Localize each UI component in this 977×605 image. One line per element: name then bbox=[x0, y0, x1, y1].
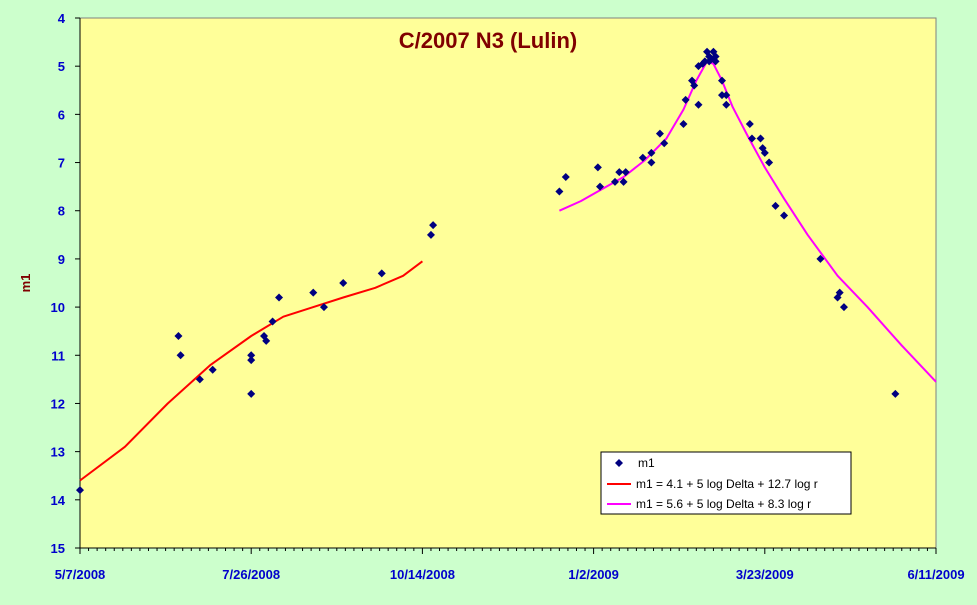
data-point bbox=[816, 254, 825, 263]
data-point bbox=[596, 182, 605, 191]
data-point bbox=[660, 139, 669, 148]
x-tick-label: 3/23/2009 bbox=[736, 567, 794, 582]
data-point bbox=[700, 57, 709, 66]
x-tick-label: 5/7/2008 bbox=[55, 567, 106, 582]
data-point bbox=[711, 57, 720, 66]
data-point bbox=[780, 211, 789, 220]
data-point bbox=[262, 336, 271, 345]
data-point bbox=[839, 303, 848, 312]
data-point bbox=[561, 173, 570, 181]
axis-ticks bbox=[75, 17, 937, 554]
data-point bbox=[760, 148, 769, 157]
legend-marker-m1 bbox=[615, 459, 623, 467]
data-point bbox=[745, 120, 754, 128]
y-tick-label: 15 bbox=[51, 541, 65, 556]
data-point bbox=[593, 163, 602, 172]
data-point bbox=[722, 91, 731, 100]
data-point bbox=[718, 91, 726, 100]
data-point bbox=[429, 221, 438, 230]
x-tick-label: 6/11/2009 bbox=[907, 567, 964, 582]
data-point bbox=[426, 230, 435, 239]
data-point bbox=[722, 100, 731, 109]
y-tick-label: 13 bbox=[51, 445, 65, 460]
data-point bbox=[268, 317, 277, 326]
data-point bbox=[638, 153, 647, 162]
fit-line-1 bbox=[79, 260, 424, 482]
y-tick-label: 5 bbox=[58, 59, 65, 74]
data-point bbox=[176, 351, 185, 360]
data-point bbox=[621, 168, 630, 177]
data-point bbox=[694, 62, 703, 71]
y-tick-label: 9 bbox=[58, 252, 65, 267]
data-point bbox=[647, 148, 656, 157]
legend-label-m1: m1 bbox=[638, 456, 655, 470]
y-tick-label: 8 bbox=[58, 204, 65, 219]
y-tick-label: 14 bbox=[51, 493, 66, 508]
y-axis-label: m1 bbox=[18, 274, 33, 293]
legend-label-fit-2: m1 = 5.6 + 5 log Delta + 8.3 log r bbox=[636, 497, 811, 511]
data-point bbox=[76, 486, 84, 495]
data-point bbox=[771, 201, 780, 210]
data-point bbox=[690, 81, 699, 90]
legend: m1 m1 = 4.1 + 5 log Delta + 12.7 log r m… bbox=[600, 451, 852, 515]
data-point bbox=[339, 279, 348, 287]
data-point bbox=[718, 76, 726, 85]
chart-title: C/2007 N3 (Lulin) bbox=[399, 28, 577, 53]
data-point bbox=[747, 134, 756, 143]
data-point bbox=[309, 288, 318, 297]
data-point bbox=[891, 389, 900, 398]
data-point bbox=[555, 187, 564, 196]
data-point bbox=[275, 293, 284, 302]
data-point bbox=[611, 177, 619, 186]
data-point bbox=[195, 375, 204, 384]
x-tick-labels: 5/7/2008 7/26/2008 10/14/2008 1/2/2009 3/23/… bbox=[55, 567, 965, 582]
data-point bbox=[319, 303, 328, 312]
data-point bbox=[756, 134, 765, 143]
data-point bbox=[208, 365, 217, 374]
data-point bbox=[377, 269, 386, 278]
y-tick-label: 6 bbox=[58, 107, 65, 122]
x-tick-label: 1/2/2009 bbox=[568, 567, 619, 582]
data-point bbox=[655, 129, 664, 138]
data-point bbox=[174, 332, 183, 340]
y-tick-label: 12 bbox=[51, 396, 65, 411]
y-tick-label: 10 bbox=[51, 300, 65, 315]
y-tick-label: 4 bbox=[58, 11, 66, 26]
data-point bbox=[647, 158, 656, 167]
data-point bbox=[615, 168, 624, 177]
data-point bbox=[247, 389, 256, 398]
data-point bbox=[835, 288, 844, 297]
data-point bbox=[765, 158, 774, 167]
data-points bbox=[76, 47, 900, 495]
data-point bbox=[247, 356, 256, 365]
legend-label-fit-1: m1 = 4.1 + 5 log Delta + 12.7 log r bbox=[636, 477, 818, 491]
legend-box bbox=[600, 451, 852, 515]
y-tick-label: 7 bbox=[58, 156, 65, 171]
data-point bbox=[711, 52, 720, 61]
data-point bbox=[619, 177, 628, 186]
data-point bbox=[694, 100, 703, 109]
x-tick-label: 10/14/2008 bbox=[390, 567, 455, 582]
x-tick-label: 7/26/2008 bbox=[222, 567, 280, 582]
data-point bbox=[679, 120, 688, 128]
data-point bbox=[681, 95, 690, 104]
y-tick-labels: 4 5 6 7 8 9 10 11 12 13 14 15 bbox=[51, 11, 66, 556]
data-point bbox=[247, 351, 256, 360]
y-tick-label: 11 bbox=[51, 348, 65, 363]
